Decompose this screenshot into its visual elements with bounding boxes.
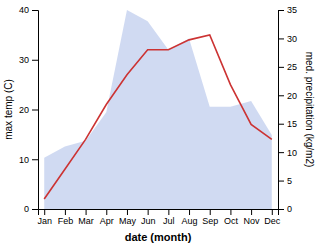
marks [44, 10, 272, 209]
y2-axis: 0 5 10 15 20 25 30 35 [278, 5, 297, 214]
tick: Dec [264, 209, 281, 226]
tick-mark [272, 209, 273, 215]
tick-label: 0 [24, 204, 29, 214]
tick-mark [278, 95, 284, 96]
x-axis: Jan Feb Mar Apr May Jun Jul Aug Sep Oct NovDec [37, 209, 280, 226]
tick: Sep [202, 209, 218, 226]
tick: 30 [19, 55, 38, 65]
tick: May [119, 209, 137, 226]
chart: Jan Feb Mar Apr May Jun Jul Aug Sep Oct NovDec 0 10 2… [0, 0, 318, 247]
tick-label: Sep [202, 216, 218, 226]
tick-mark [106, 209, 107, 215]
axis-line [32, 11, 39, 210]
tick: 35 [278, 5, 297, 15]
tick: Feb [58, 209, 74, 226]
tick-label: Jul [163, 216, 175, 226]
plot: Jan Feb Mar Apr May Jun Jul Aug Sep Oct NovDec 0 10 2… [3, 5, 315, 243]
tick: 20 [19, 105, 38, 115]
tick-mark [127, 209, 128, 215]
tick: 0 [24, 204, 38, 214]
line [44, 35, 272, 199]
tick-label: 20 [19, 105, 29, 115]
tick: Apr [100, 209, 114, 226]
tick-label: 0 [287, 204, 292, 214]
y2-axis-title: med. precipitation (kg/m2) [304, 52, 315, 168]
tick: 10 [19, 155, 38, 165]
tick-label: 35 [287, 5, 297, 15]
tick: Aug [182, 209, 198, 226]
tick-label: 10 [287, 148, 297, 158]
tick: Jul [163, 209, 175, 226]
tick: Nov [244, 209, 261, 226]
tick-mark [189, 209, 190, 215]
tick-mark [32, 209, 38, 210]
tick-mark [278, 152, 284, 153]
tick-label: 30 [19, 55, 29, 65]
tick-label: Jun [141, 216, 156, 226]
tick-label: 25 [287, 62, 297, 72]
tick: 0 [278, 204, 292, 214]
tick: Oct [224, 209, 239, 226]
tick: 30 [278, 34, 297, 44]
tick-mark [230, 209, 231, 215]
tick-label: Apr [100, 216, 114, 226]
tick-label: 10 [19, 155, 29, 165]
tick-label: 40 [19, 5, 29, 15]
tick-mark [32, 60, 38, 61]
axis-line [39, 210, 279, 216]
tick-label: Feb [58, 216, 74, 226]
tick-mark [32, 110, 38, 111]
tick-mark [210, 209, 211, 215]
tick-mark [278, 209, 284, 210]
tick-label: Aug [182, 216, 198, 226]
tick-mark [251, 209, 252, 215]
tick-mark [168, 209, 169, 215]
tick-label: Mar [78, 216, 94, 226]
tick-mark [65, 209, 66, 215]
tick-mark [278, 67, 284, 68]
tick-label: Oct [224, 216, 239, 226]
tick-label: Nov [244, 216, 261, 226]
tick: 15 [278, 119, 297, 129]
tick-mark [86, 209, 87, 215]
axis-line [279, 11, 285, 210]
y-axis: 0 10 20 30 40 [19, 5, 39, 214]
tick: Mar [78, 209, 94, 226]
x-axis-title: date (month) [125, 231, 192, 243]
tick-label: May [119, 216, 137, 226]
tick-label: 15 [287, 119, 297, 129]
tick: 20 [278, 91, 297, 101]
tick-label: 30 [287, 34, 297, 44]
tick: 5 [278, 176, 292, 186]
tick-mark [32, 10, 38, 11]
tick: 40 [19, 5, 38, 15]
tick-mark [32, 159, 38, 160]
tick: 25 [278, 62, 297, 72]
tick-label: Dec [264, 216, 281, 226]
tick-mark [44, 209, 45, 215]
tick-label: 20 [287, 91, 297, 101]
tick-mark [148, 209, 149, 215]
tick: Jun [141, 209, 156, 226]
tick-label: Jan [37, 216, 52, 226]
tick-mark [278, 38, 284, 39]
tick-mark [278, 181, 284, 182]
y-axis-title: max temp (C) [3, 79, 14, 140]
tick-mark [278, 124, 284, 125]
tick-mark [278, 10, 284, 11]
tick: 10 [278, 148, 297, 158]
tick: Jan [37, 209, 52, 226]
tick-label: 5 [287, 176, 292, 186]
area [44, 10, 272, 209]
